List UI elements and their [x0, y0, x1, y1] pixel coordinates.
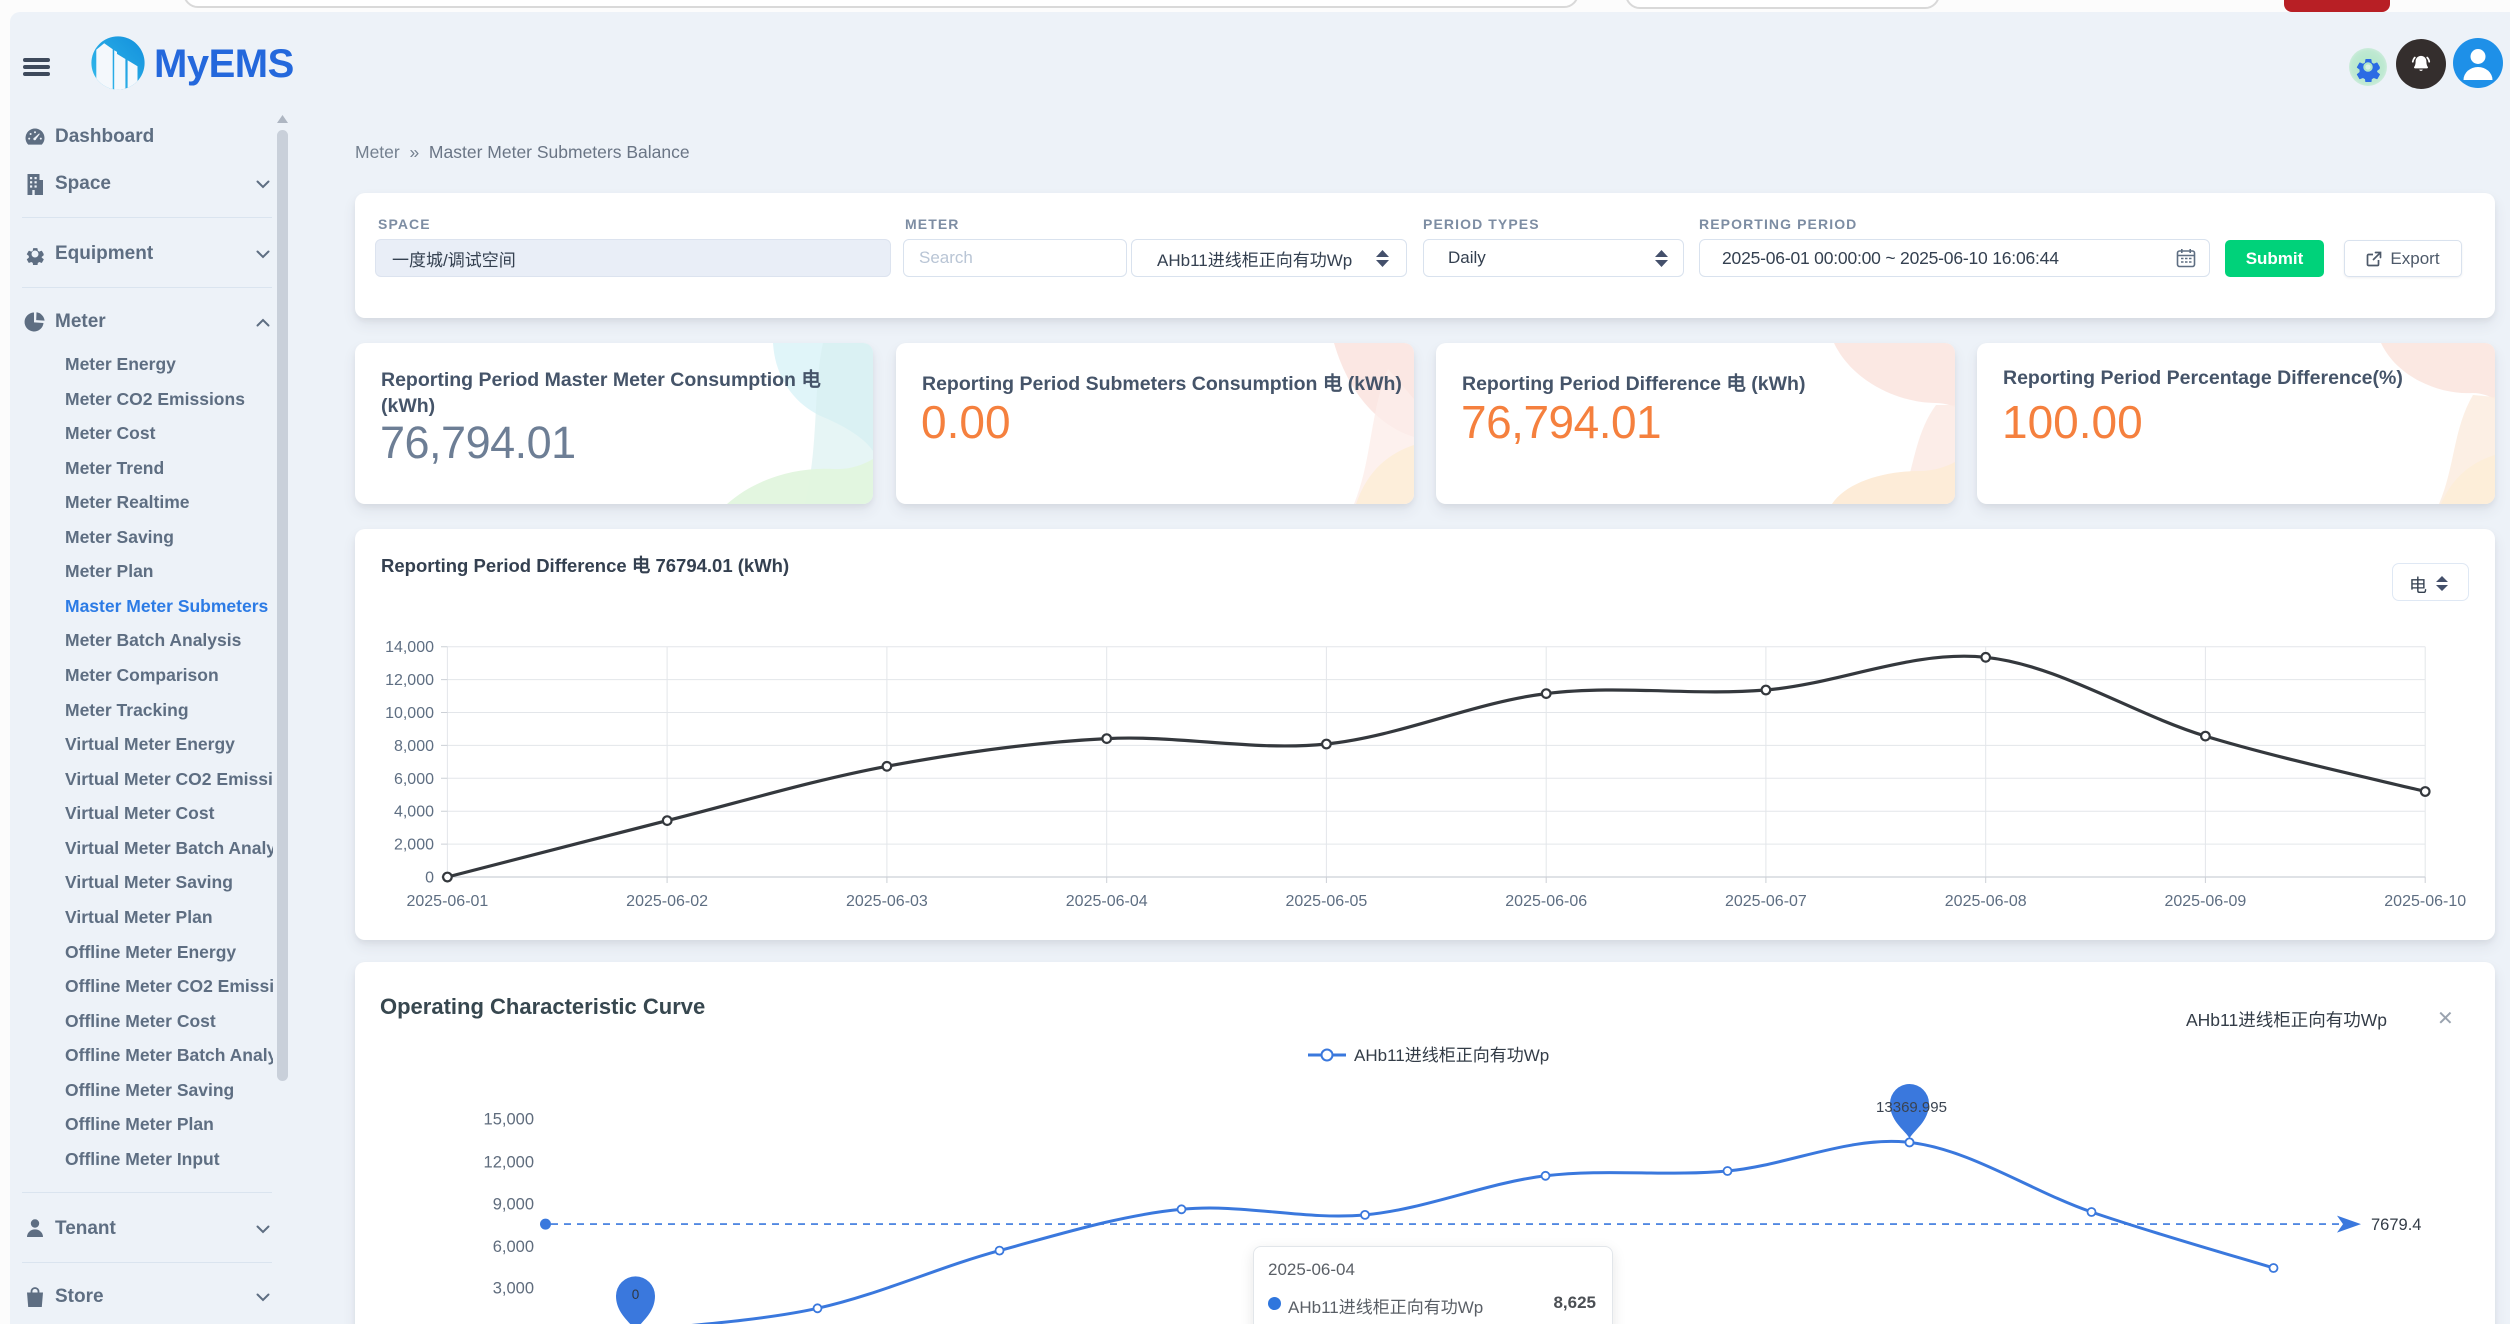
svg-text:2025-06-06: 2025-06-06 [1505, 893, 1587, 910]
svg-text:12,000: 12,000 [385, 672, 434, 689]
svg-text:2025-06-05: 2025-06-05 [1285, 893, 1367, 910]
svg-text:0: 0 [632, 1287, 640, 1302]
svg-text:2025-06-09: 2025-06-09 [2164, 893, 2246, 910]
svg-text:7679.4: 7679.4 [2371, 1216, 2421, 1234]
svg-text:2025-06-04: 2025-06-04 [1066, 893, 1148, 910]
svg-text:10,000: 10,000 [385, 705, 434, 722]
svg-text:4,000: 4,000 [394, 804, 434, 821]
svg-text:14,000: 14,000 [385, 639, 434, 656]
svg-text:9,000: 9,000 [493, 1196, 534, 1214]
svg-text:2025-06-01: 2025-06-01 [406, 893, 488, 910]
svg-text:2025-06-03: 2025-06-03 [846, 893, 928, 910]
svg-text:2025-06-10: 2025-06-10 [2384, 893, 2466, 910]
svg-text:6,000: 6,000 [493, 1238, 534, 1256]
svg-text:2025-06-08: 2025-06-08 [1945, 893, 2027, 910]
svg-text:6,000: 6,000 [394, 771, 434, 788]
svg-text:AHb11进线柜正向有功Wp: AHb11进线柜正向有功Wp [1354, 1046, 1549, 1065]
svg-text:15,000: 15,000 [484, 1111, 534, 1129]
svg-text:2025-06-07: 2025-06-07 [1725, 893, 1807, 910]
svg-text:12,000: 12,000 [484, 1153, 534, 1171]
svg-text:2025-06-02: 2025-06-02 [626, 893, 708, 910]
svg-text:3,000: 3,000 [493, 1280, 534, 1298]
svg-text:13369.995: 13369.995 [1876, 1099, 1947, 1116]
svg-text:8,000: 8,000 [394, 738, 434, 755]
svg-text:0: 0 [425, 870, 434, 887]
svg-text:2,000: 2,000 [394, 837, 434, 854]
